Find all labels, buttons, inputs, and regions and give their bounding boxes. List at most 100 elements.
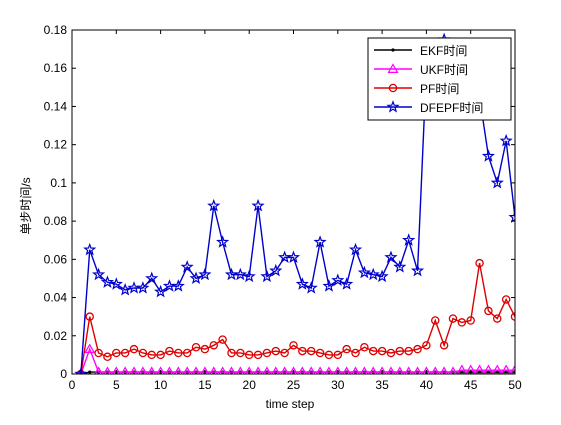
data-point [306,346,316,356]
data-point [439,341,449,350]
data-point [200,344,210,354]
data-point [395,346,405,356]
data-point [103,366,112,374]
data-point [375,269,389,283]
data-point [109,277,123,290]
legend-item-2: PF时间 [374,82,459,96]
data-point [251,198,265,212]
series-2 [76,258,515,374]
data-point [253,366,263,374]
data-point [384,250,398,264]
data-point [120,366,130,374]
data-point [112,348,121,358]
data-point [103,352,112,362]
data-point [189,271,203,285]
x-tick-label: 15 [198,378,212,392]
data-point [198,267,212,281]
data-point [129,366,139,374]
x-tick-label: 25 [287,378,301,392]
data-point [422,366,431,374]
data-point [402,233,416,246]
data-point [173,366,183,374]
y-tick-label: 0 [60,367,67,381]
data-point [295,277,309,290]
data-point [147,350,156,360]
y-axis-label: 单步时间/s [19,177,33,234]
y-tick-label: 0.04 [44,291,68,305]
data-point [493,314,502,323]
data-point [262,348,272,358]
data-point [315,348,325,358]
data-point [395,366,405,374]
data-point [271,366,281,374]
data-point [495,370,499,374]
data-point [475,258,484,268]
data-point [129,344,139,354]
data-point [136,281,150,294]
data-point [324,366,334,374]
data-point [439,366,449,374]
y-tick-label: 0.06 [44,252,68,266]
data-point [304,281,318,294]
data-point [430,366,440,374]
data-point [269,263,283,277]
data-point [74,367,88,374]
legend-label: DFEPF时间 [420,101,483,115]
data-point [280,348,289,358]
data-point [165,366,174,374]
data-point [351,348,360,358]
data-point [253,350,263,360]
data-point [280,366,289,374]
data-point [216,235,230,248]
data-point [236,348,245,358]
x-tick-label: 30 [331,378,345,392]
data-point [111,366,121,374]
data-point [377,366,387,374]
data-point [377,346,387,356]
data-point [357,265,371,279]
x-tick-label: 5 [113,378,120,392]
legend-item-0: EKF时间 [374,44,467,58]
data-point [413,366,422,374]
data-point [351,366,360,374]
data-point [138,348,148,358]
legend: EKF时间 UKF时间 PF时间 DFEPF时间 [367,37,512,121]
data-point [91,267,106,281]
y-tick-label: 0.1 [50,176,67,190]
data-point [244,350,254,360]
data-point [360,342,369,352]
data-point [233,267,247,281]
legend-marker [387,63,399,73]
data-point [477,370,482,374]
y-tick-label: 0.14 [44,99,68,113]
series-line-1 [80,347,515,374]
data-point [286,250,301,264]
data-point [156,350,165,360]
data-point [191,366,201,374]
data-point [431,316,440,325]
data-point [289,341,298,350]
data-point [342,344,351,354]
data-point [386,366,396,374]
data-point [77,368,85,374]
data-point [313,235,327,248]
data-point [404,366,414,374]
data-point [244,366,254,374]
data-point [422,341,431,350]
data-point [504,370,508,374]
data-point [180,260,194,273]
y-tick-label: 0.12 [44,138,68,152]
data-point [508,210,515,223]
y-tick-label: 0.08 [44,214,68,228]
y-tick-label: 0.02 [44,329,68,343]
data-point [260,269,274,283]
y-tick-label: 0.16 [44,61,68,75]
data-point [386,348,396,358]
data-point [84,343,96,354]
data-point [209,341,219,350]
x-tick-label: 20 [243,378,257,392]
data-point [360,366,369,374]
data-point [154,284,168,298]
data-point [333,366,343,374]
